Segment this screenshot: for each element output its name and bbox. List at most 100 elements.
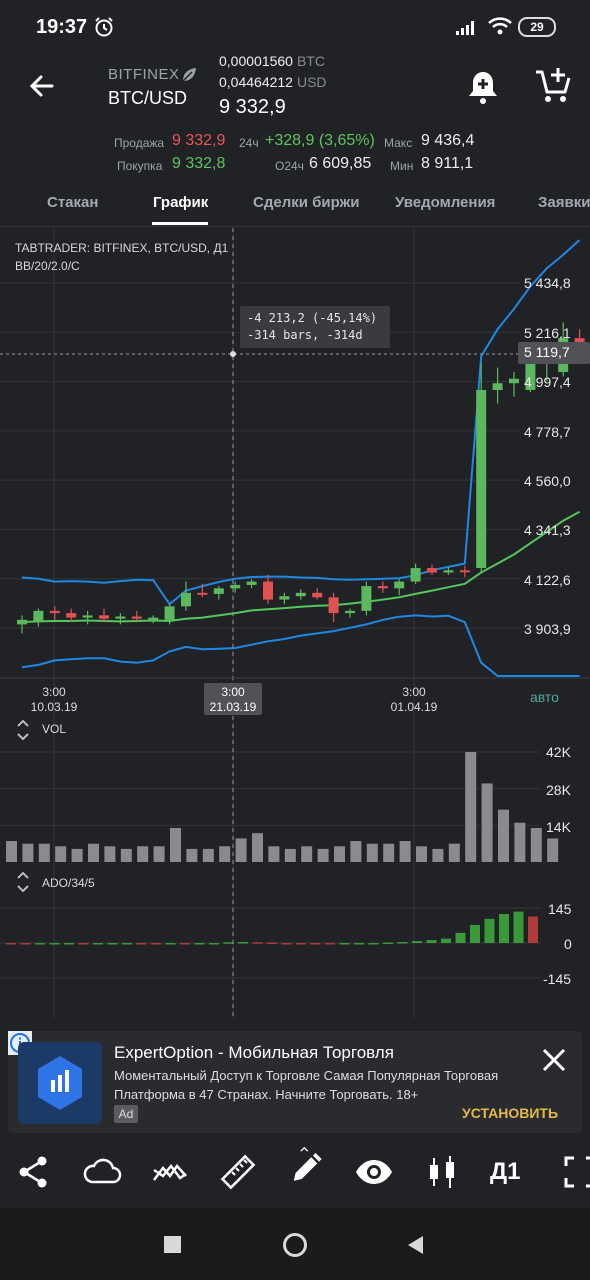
time-label: 3:00 10.03.19	[30, 685, 78, 714]
pair-label: BTC/USD	[108, 88, 188, 108]
ado-bar	[528, 916, 538, 943]
volume-bar	[186, 848, 198, 862]
back-button[interactable]	[22, 66, 62, 106]
volume-bar	[235, 838, 247, 862]
tab-chart[interactable]: График	[153, 194, 209, 211]
upper-band-line	[21, 239, 581, 606]
candle-body	[492, 383, 503, 390]
ado-bar	[223, 942, 234, 944]
tab-exchange-trades[interactable]: Сделки биржи	[253, 194, 360, 211]
volume-bar	[498, 809, 509, 862]
fullscreen-icon[interactable]	[560, 1152, 590, 1192]
candle-body	[377, 586, 388, 589]
volume-bar	[71, 848, 83, 862]
ado-bar	[470, 924, 480, 943]
ado-bar	[35, 943, 45, 945]
volume-bar	[334, 846, 345, 862]
add-to-cart-icon[interactable]	[532, 66, 574, 106]
candle-body	[263, 581, 273, 600]
candle-body	[509, 378, 519, 384]
max-value: 9 436,4	[421, 132, 475, 149]
candle-body	[279, 596, 290, 600]
volume-bar	[104, 846, 116, 862]
volume-bar	[252, 833, 263, 862]
ad-banner[interactable]	[8, 1031, 582, 1133]
candle-body	[345, 610, 355, 614]
buy-value: 9 332,8	[172, 155, 226, 172]
price-tick: 4 122,6	[524, 572, 571, 588]
volume-bar	[301, 846, 313, 862]
cloud-icon[interactable]	[82, 1152, 122, 1192]
close-icon[interactable]	[540, 1046, 568, 1074]
status-bar: 19:37 29	[0, 0, 590, 56]
ado-tick: -145	[543, 971, 572, 987]
candle-body	[181, 592, 191, 607]
ado-bar	[281, 943, 292, 945]
volume-bar	[432, 848, 444, 862]
price-tick: 3 903,9	[524, 621, 571, 637]
recents-button[interactable]	[164, 1236, 181, 1253]
volume-bar	[465, 752, 477, 862]
volume-bar	[530, 827, 542, 862]
ado-bar	[209, 943, 219, 945]
candle-body	[312, 592, 323, 598]
candle-body	[394, 581, 405, 589]
volume-bar	[383, 843, 395, 862]
price-tick: 5 434,8	[524, 275, 571, 291]
ado-bar	[78, 943, 89, 945]
ado-bar	[339, 943, 350, 945]
candle-body	[33, 610, 44, 623]
current-price-tag: 5 119,7	[518, 342, 590, 364]
candle-body	[459, 570, 470, 573]
candle-body	[525, 362, 536, 390]
last-price: 9 332,9	[219, 96, 286, 118]
ad-title[interactable]: ExpertOption - Мобильная Торговля	[114, 1043, 394, 1062]
ad-app-logo[interactable]	[18, 1042, 102, 1124]
ado-bar	[325, 943, 335, 945]
candle-body	[213, 588, 224, 594]
measure-tooltip: -4 213,2 (-45,14%) -314 bars, -314d	[240, 306, 390, 348]
ad-install-button[interactable]: УСТАНОВИТЬ	[462, 1105, 559, 1121]
share-icon[interactable]	[14, 1152, 54, 1192]
auto-scale-button[interactable]: авто	[530, 689, 559, 705]
time-label: 3:00 01.04.19	[390, 685, 438, 714]
tooltip-bars: -314 bars, -314d	[247, 328, 363, 342]
volume-bar	[6, 841, 17, 862]
candle-body	[295, 592, 306, 597]
volume-bar	[416, 846, 427, 862]
candle-body	[328, 597, 339, 614]
volume-value: 6 609,85	[309, 155, 372, 172]
candle-body	[66, 613, 77, 618]
volume-grid	[0, 751, 540, 826]
leaf-icon	[182, 68, 196, 82]
timeframe-button[interactable]: Д1	[490, 1158, 521, 1185]
indicators-icon[interactable]	[150, 1152, 190, 1192]
ruler-icon[interactable]	[218, 1152, 258, 1192]
active-tab-indicator	[152, 222, 208, 225]
ado-bar	[252, 942, 263, 944]
home-button[interactable]	[283, 1233, 307, 1257]
exchange-label: BITFINEX	[108, 66, 180, 83]
price-chart[interactable]	[0, 228, 590, 1018]
candle-body	[131, 616, 142, 619]
ado-bar	[107, 943, 118, 945]
tab-notifications[interactable]: Уведомления	[395, 194, 496, 211]
resize-panel-icon[interactable]	[15, 868, 31, 896]
resize-panel-icon[interactable]	[15, 716, 31, 744]
volume-bar	[22, 843, 34, 862]
draw-pencil-icon[interactable]	[286, 1146, 326, 1186]
chart-legend-indicator: BB/20/2.0/C	[15, 259, 80, 273]
tab-order-book[interactable]: Стакан	[47, 194, 99, 211]
candlestick-type-icon[interactable]	[422, 1152, 462, 1192]
volume-bar	[514, 822, 526, 862]
ado-bar	[513, 911, 524, 943]
ado-bar	[368, 943, 379, 945]
eye-icon[interactable]	[354, 1152, 394, 1192]
candle-body	[410, 568, 421, 582]
back-nav-icon[interactable]	[405, 1234, 425, 1256]
volume-bar	[120, 848, 132, 862]
tab-orders[interactable]: Заявки	[538, 194, 590, 211]
add-alert-bell-icon[interactable]	[463, 68, 503, 108]
max-label: Макс	[384, 136, 413, 150]
wifi-icon	[488, 17, 512, 35]
